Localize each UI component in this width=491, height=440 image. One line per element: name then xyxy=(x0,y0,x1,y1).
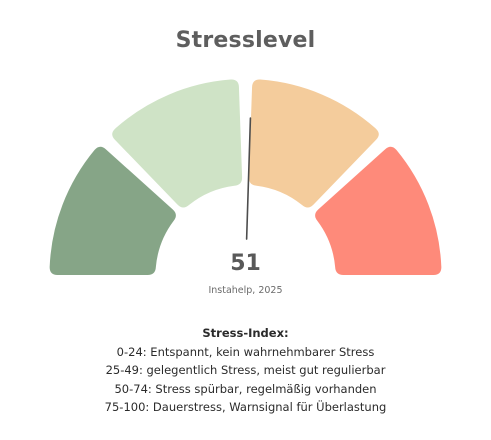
gauge-segment-75-100 xyxy=(315,146,442,275)
stress-index-legend: Stress-Index: 0-24: Entspannt, kein wahr… xyxy=(0,324,491,417)
chart-title: Stresslevel xyxy=(175,28,316,53)
gauge-segment-50-74 xyxy=(248,79,379,208)
gauge-needle xyxy=(245,117,252,240)
legend-item-75-100: 75-100: Dauerstress, Warnsignal für Über… xyxy=(104,400,387,414)
legend-item-0-24: 0-24: Entspannt, kein wahrnehmbarer Stre… xyxy=(116,344,375,359)
source-note: Instahelp, 2025 xyxy=(208,285,283,296)
legend-title: Stress-Index: xyxy=(202,326,289,340)
gauge-value-label: 51 xyxy=(230,251,261,276)
legend-item-25-49: 25-49: gelegentlich Stress, meist gut re… xyxy=(105,363,386,377)
gauge-segment-25-49 xyxy=(112,79,243,208)
legend-item-50-74: 50-74: Stress spürbar, regelmäßig vorhan… xyxy=(114,381,377,396)
stress-gauge xyxy=(49,79,442,275)
gauge-segment-0-24 xyxy=(49,146,176,275)
